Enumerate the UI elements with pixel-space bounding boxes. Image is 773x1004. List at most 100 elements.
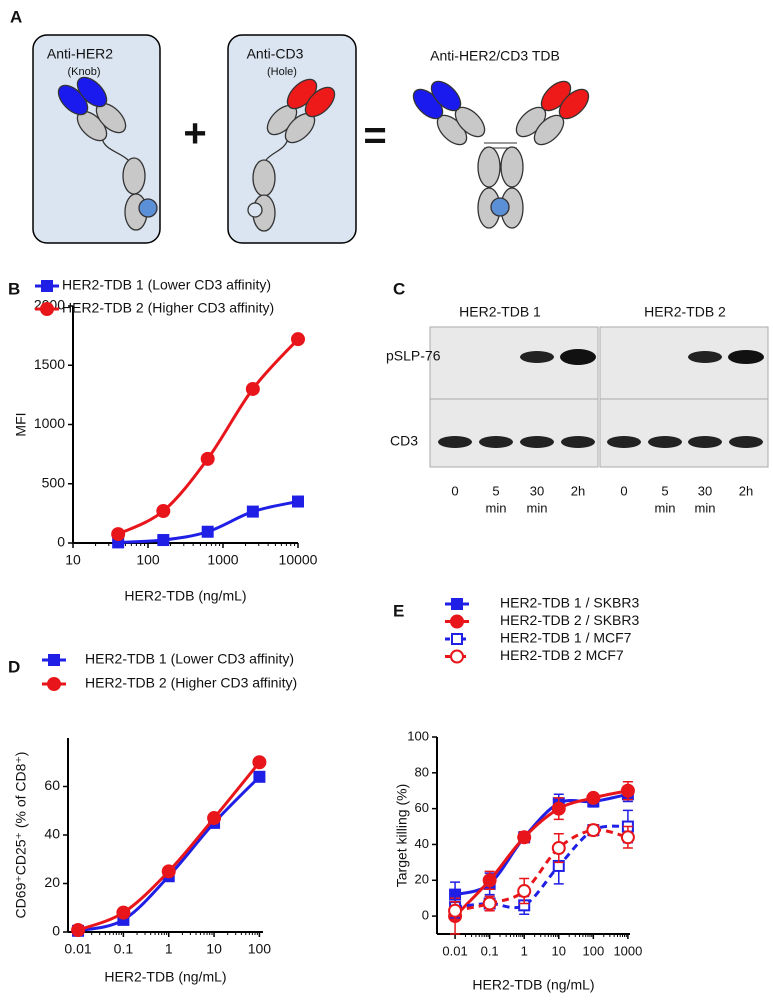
antibody-title: Anti-HER2 [47,46,113,62]
x-tick-label: 0.1 [481,943,499,958]
lane-label: 0 [451,483,458,498]
legend-marker [40,302,54,316]
y-tick-label: 500 [42,474,66,490]
legend-marker [48,654,60,666]
legend-marker [47,677,61,691]
panel-label: D [8,657,20,676]
antibody-knob [57,76,158,231]
legend-label: HER2-TDB 1 / SKBR3 [500,595,639,611]
lane-label: 2h [739,483,753,498]
x-tick-label: 1 [165,941,173,957]
panel-label: B [8,279,20,298]
legend-label: HER2-TDB 1 (Lower CD3 affinity) [85,651,294,667]
legend-label: HER2-TDB 2 MCF7 [500,647,624,663]
legend-label: HER2-TDB 1 (Lower CD3 affinity) [62,277,271,293]
x-tick-label: 0.01 [442,943,467,958]
antibody-subtitle: (Hole) [267,66,297,78]
panel-label: E [393,601,404,620]
lane-label: 0 [620,483,627,498]
y-axis-label: MFI [13,412,29,436]
y-tick-label: 40 [44,826,60,842]
y-tick-label: 60 [44,777,60,793]
y-tick-label: 0 [52,923,60,939]
marker [157,534,170,547]
y-tick-label: 20 [415,872,429,887]
x-tick-label: 10 [65,552,81,568]
x-tick-label: 10 [206,941,222,957]
blot [429,326,769,468]
marker [200,451,215,466]
legend-marker [451,598,463,610]
x-tick-label: 1000 [613,943,642,958]
blot-group: HER2-TDB 2 [644,304,726,320]
marker [517,884,532,899]
legend-label: HER2-TDB 2 / SKBR3 [500,612,639,628]
marker [291,332,305,347]
y-tick-label: 60 [415,800,429,815]
y-axis-label: Target killing (%) [394,784,410,887]
marker [620,830,635,845]
legend-label: HER2-TDB 2 (Higher CD3 affinity) [85,675,297,691]
y-tick-label: 1500 [34,356,65,372]
y-tick-label: 20 [44,874,60,890]
y-axis-label: CD69⁺CD25⁺ (% of CD8⁺) [13,752,29,919]
fit-line [77,775,261,933]
marker [207,811,222,826]
operator: = [363,114,386,158]
marker [517,830,532,845]
antibody-title: Anti-HER2/CD3 TDB [430,48,560,64]
legend-marker [451,633,463,645]
marker [116,905,131,920]
y-tick-label: 80 [415,764,429,779]
marker [586,823,601,838]
panel-label: A [10,7,22,26]
legend-marker [450,649,464,664]
y-tick-label: 40 [415,836,429,851]
marker [161,864,176,879]
blot-group: HER2-TDB 1 [459,304,541,320]
legend-marker [41,280,53,292]
fit-line [77,761,261,932]
marker [448,903,463,918]
lane-label: min [695,500,716,515]
marker [482,896,497,911]
x-axis-label: HER2-TDB (ng/mL) [472,977,594,993]
x-tick-label: 0.01 [64,941,91,957]
marker [586,790,601,805]
legend-label: HER2-TDB 1 / MCF7 [500,630,632,646]
marker [111,527,126,542]
x-tick-label: 100 [136,552,160,568]
fit-line [454,792,629,897]
y-tick-label: 0 [422,908,429,923]
marker [252,755,267,770]
x-tick-label: 1 [521,943,528,958]
antibody-subtitle: (Knob) [67,66,100,78]
legend-marker [450,614,464,629]
fit-line [454,824,629,910]
antibody-title: Anti-CD3 [247,46,304,62]
x-axis-label: HER2-TDB (ng/mL) [124,588,246,604]
x-tick-label: 1000 [207,552,238,568]
marker [245,381,260,396]
fit-line [117,338,300,536]
lane-label: 30 [698,483,712,498]
marker [551,801,566,816]
legend-label: HER2-TDB 2 (Higher CD3 affinity) [62,300,274,316]
lane-label: 30 [530,483,544,498]
x-axis-label: HER2-TDB (ng/mL) [104,969,226,985]
lane-label: 5 [661,483,668,498]
x-tick-label: 100 [248,941,272,957]
panel-label: C [393,279,405,298]
blot-row: pSLP-76 [386,348,441,364]
marker [482,873,497,888]
marker [246,505,259,518]
antibody-hole [247,78,336,232]
fit-line [454,828,629,913]
lane-label: min [527,500,548,515]
lane-label: 5 [492,483,499,498]
antibody-tdb [412,80,590,229]
y-tick-label: 100 [407,728,429,743]
marker [156,504,171,519]
x-tick-label: 100 [582,943,604,958]
x-tick-label: 0.1 [114,941,134,957]
